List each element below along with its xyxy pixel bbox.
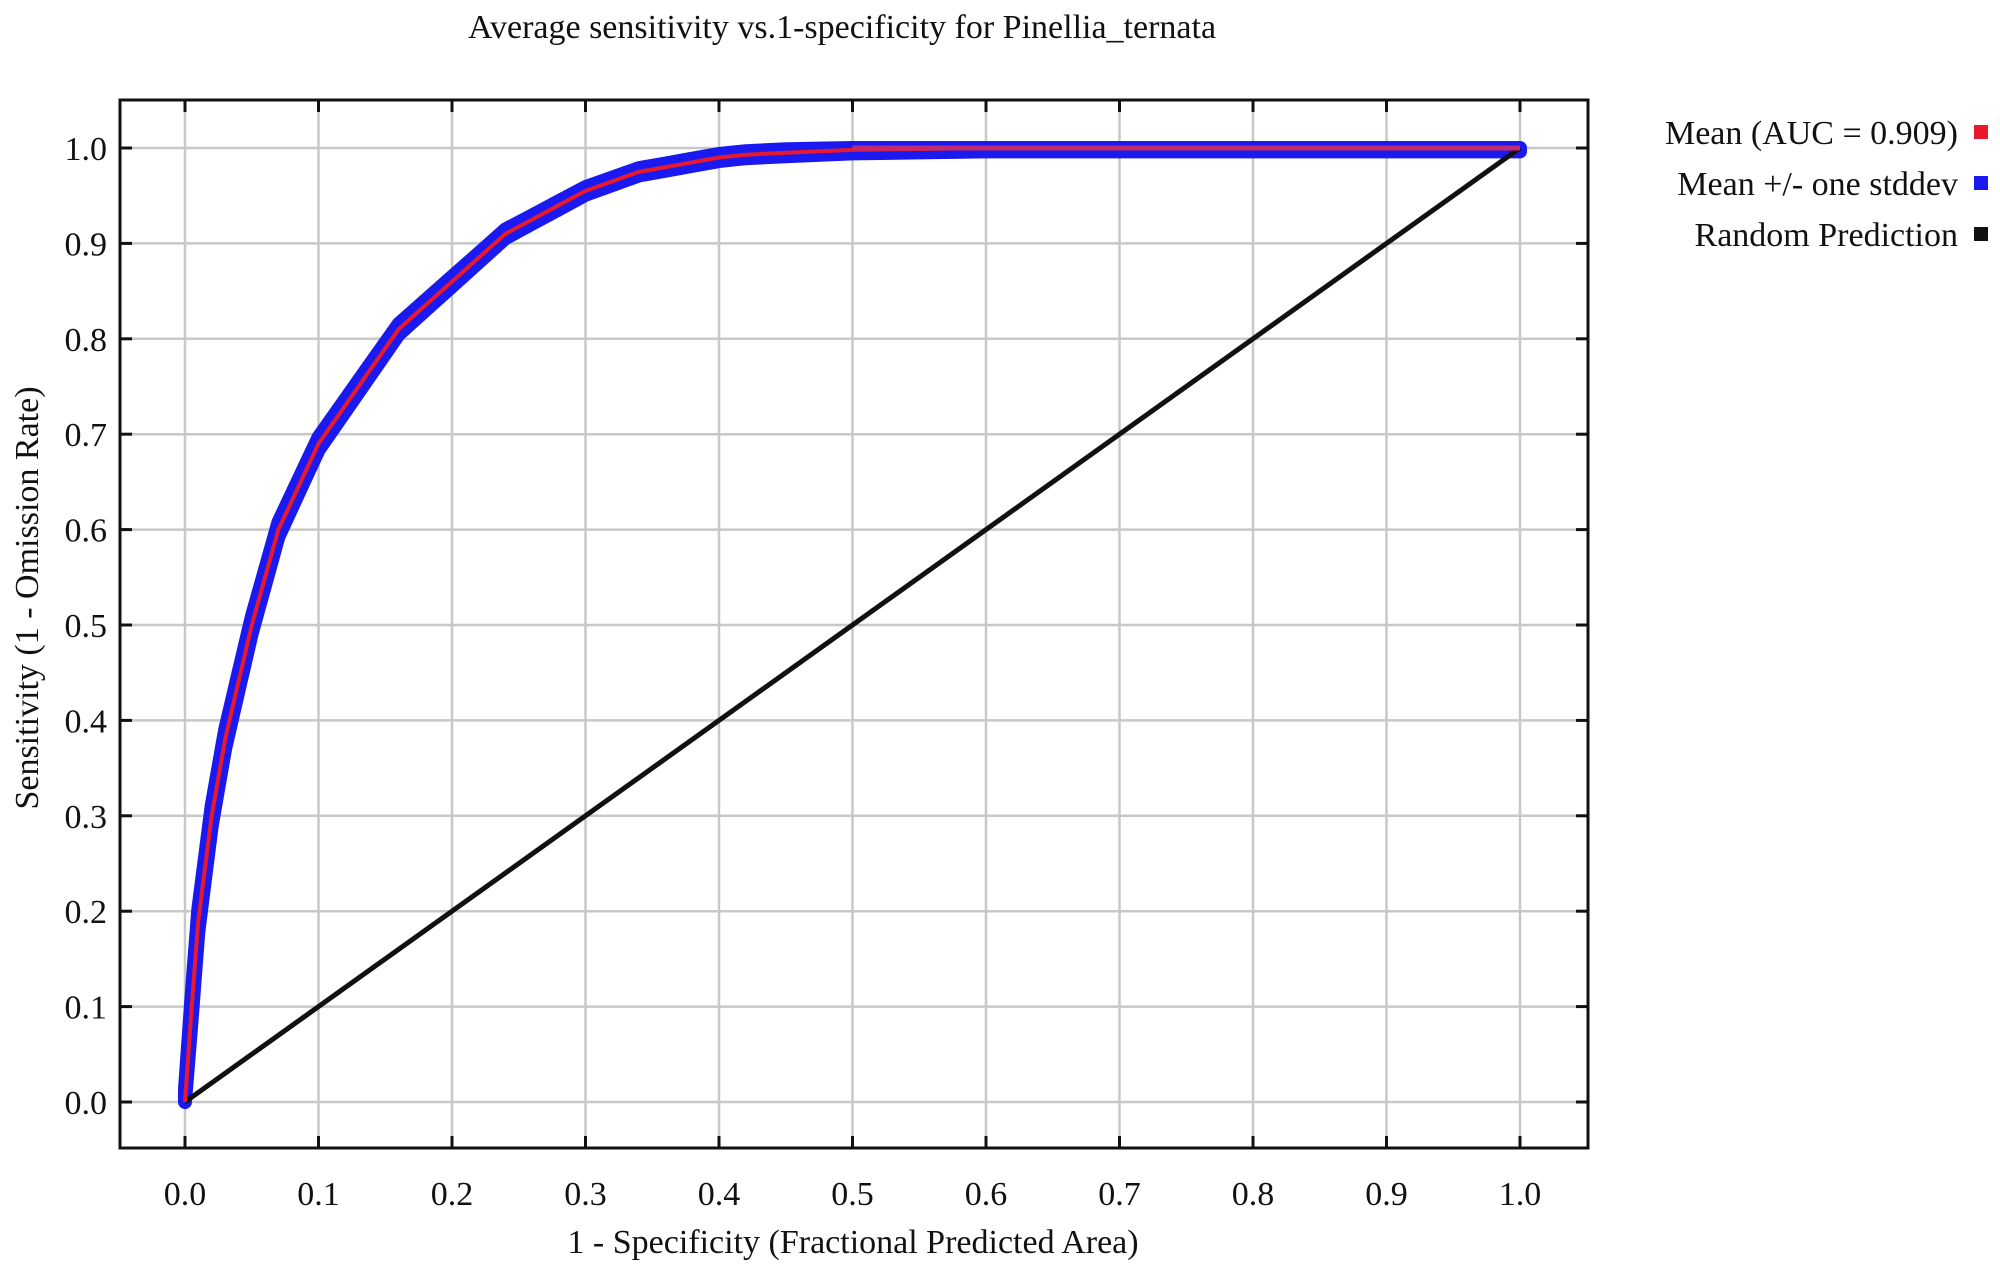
legend-swatch (1974, 227, 1988, 241)
y-tick-label: 0.1 (65, 990, 108, 1027)
legend-swatch (1974, 176, 1988, 190)
series-lines (183, 145, 1522, 1105)
y-tick-label: 0.0 (65, 1085, 108, 1122)
x-tick-label: 0.5 (831, 1176, 874, 1213)
y-tick-label: 0.4 (65, 703, 108, 740)
y-tick-label: 0.3 (65, 799, 108, 836)
y-axis-label: Sensitivity (1 - Omission Rate) (9, 386, 46, 809)
x-tick-label: 0.0 (164, 1176, 207, 1213)
chart-title: Average sensitivity vs.1-specificity for… (468, 9, 1216, 46)
y-tick-label: 0.8 (65, 322, 108, 359)
x-tick-label: 0.4 (698, 1176, 741, 1213)
y-tick-label: 0.7 (65, 417, 108, 454)
y-tick-label: 0.5 (65, 608, 108, 645)
x-tick-label: 0.1 (297, 1176, 340, 1213)
x-tick-label: 0.7 (1098, 1176, 1141, 1213)
y-tick-label: 0.2 (65, 894, 108, 931)
y-tick-label: 1.0 (65, 131, 108, 168)
x-axis-ticks: 0.0 0.1 0.2 0.3 0.4 0.5 0.6 0.7 0.8 0.9 1.0 (164, 100, 1542, 1213)
x-tick-label: 0.2 (431, 1176, 474, 1213)
legend: Mean (AUC = 0.909) Mean +/- one stddev Ran… (1665, 115, 1988, 254)
stddev-band-layer (178, 141, 1527, 1109)
legend-label: Random Prediction (1695, 217, 1958, 254)
x-tick-label: 1.0 (1499, 1176, 1542, 1213)
legend-label: Mean +/- one stddev (1677, 166, 1958, 203)
y-tick-label: 0.6 (65, 513, 108, 550)
x-tick-label: 0.6 (965, 1176, 1008, 1213)
x-tick-label: 0.8 (1232, 1176, 1275, 1213)
legend-label: Mean (AUC = 0.909) (1665, 115, 1958, 152)
x-axis-label: 1 - Specificity (Fractional Predicted Ar… (567, 1224, 1138, 1261)
y-tick-label: 0.9 (65, 226, 108, 263)
y-axis-ticks: 0.0 0.1 0.2 0.3 0.4 0.5 0.6 0.7 0.8 0.9 1.0 (65, 131, 1588, 1122)
legend-swatch (1974, 125, 1988, 139)
stddev-band (178, 141, 1527, 1109)
random-prediction-line (183, 145, 1522, 1105)
x-tick-label: 0.9 (1365, 1176, 1408, 1213)
x-tick-label: 0.3 (564, 1176, 607, 1213)
